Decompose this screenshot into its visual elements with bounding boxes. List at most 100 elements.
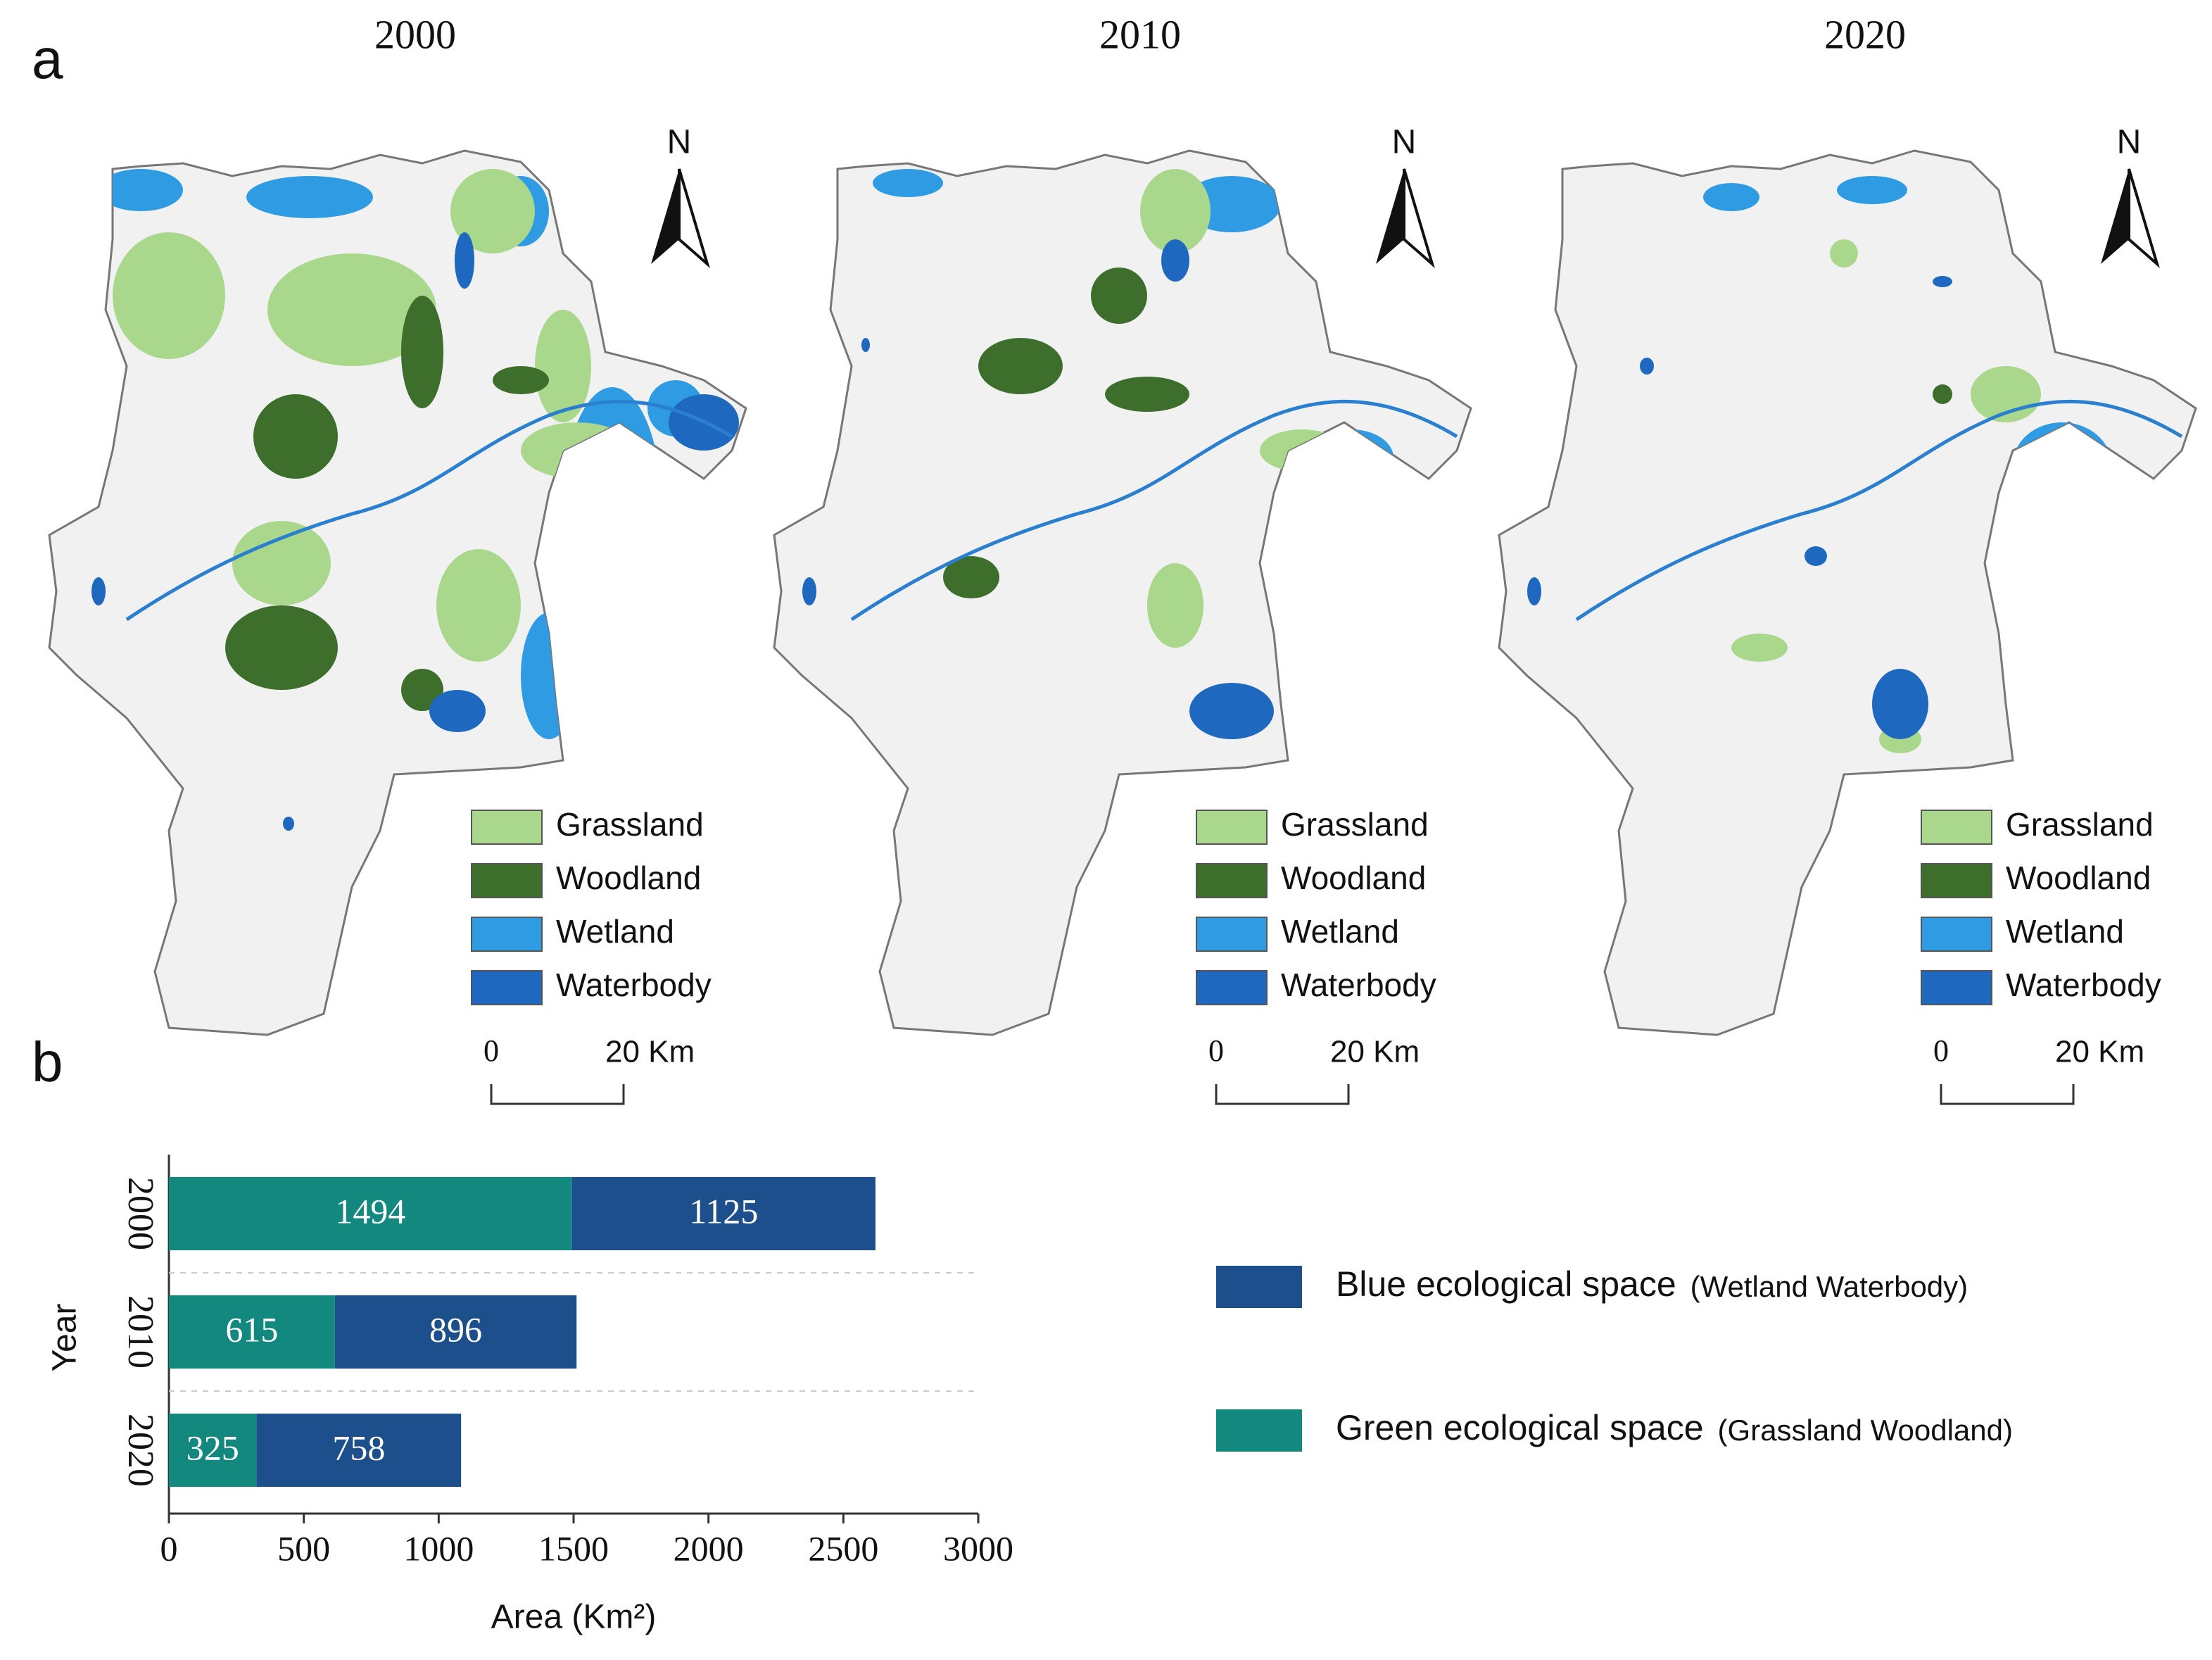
- scale-label: 0: [1208, 1033, 1224, 1068]
- land-patch: [1805, 546, 1827, 566]
- x-axis-label: Area (Km²): [491, 1599, 657, 1636]
- legend-label: Wetland: [1281, 913, 1399, 950]
- bar-segment: [256, 1414, 462, 1487]
- land-patch: [1837, 176, 1907, 204]
- land-patch: [401, 669, 443, 711]
- north-arrow: [1376, 169, 1404, 264]
- legend-label: Grassland: [556, 806, 704, 843]
- x-tick-label: 3000: [943, 1528, 1013, 1568]
- north-label: N: [1392, 124, 1417, 161]
- land-patch: [2048, 521, 2090, 746]
- north-arrow: [2128, 168, 2160, 269]
- legend-detail: (Wetland Waterbody): [1690, 1270, 1968, 1303]
- land-patch: [455, 232, 474, 289]
- land-patch: [283, 817, 294, 831]
- land-patch: [1091, 268, 1147, 324]
- land-patch: [429, 690, 486, 732]
- legend-swatch: [1216, 1266, 1302, 1308]
- land-patch: [1161, 239, 1189, 282]
- y-tick-label: 2000: [120, 1177, 160, 1250]
- map-title: 2000: [374, 11, 456, 57]
- x-tick-label: 0: [160, 1528, 178, 1568]
- map-title: 2020: [1824, 11, 1906, 57]
- land-patch: [1640, 358, 1654, 375]
- legend-label: Waterbody: [2006, 967, 2161, 1003]
- scale-bar: [1215, 1084, 1350, 1105]
- y-tick-label: 2020: [120, 1414, 160, 1487]
- bar-value-label: 758: [332, 1428, 385, 1467]
- scale-label: 20 Km: [2055, 1035, 2144, 1069]
- land-patch: [1309, 493, 1351, 718]
- bar-segment: [334, 1295, 577, 1369]
- bar-value-label: 325: [187, 1428, 239, 1467]
- x-tick-label: 1000: [403, 1528, 474, 1568]
- land-patch: [1872, 669, 1928, 739]
- land-patch: [493, 366, 549, 394]
- land-patch: [1105, 377, 1189, 412]
- legend-swatch: [1216, 1409, 1302, 1452]
- land-patch: [1260, 429, 1344, 472]
- bar-value-label: 1494: [335, 1191, 405, 1231]
- land-patch: [1933, 276, 1952, 287]
- legend-label: Green ecological space: [1336, 1408, 1704, 1447]
- legend-swatch: [1196, 970, 1268, 1005]
- land-patch: [1147, 563, 1203, 648]
- river: [850, 399, 1458, 622]
- legend-label: Wetland: [556, 913, 674, 950]
- scale-label: 0: [484, 1033, 499, 1068]
- land-patch: [1309, 429, 1393, 486]
- land-patch: [1189, 683, 1274, 739]
- land-patch: [1527, 577, 1541, 605]
- land-patch: [246, 176, 373, 218]
- river: [1575, 399, 2183, 622]
- north-arrow: [2101, 169, 2129, 264]
- land-patch: [535, 310, 591, 422]
- legend-swatch: [1921, 863, 1992, 898]
- land-patch: [978, 338, 1063, 394]
- bar-segment: [169, 1414, 257, 1487]
- north-arrow: [678, 168, 710, 269]
- legend-swatch: [471, 810, 543, 845]
- legend-swatch: [471, 917, 543, 952]
- land-patch: [1140, 169, 1211, 253]
- land-patch: [232, 521, 331, 605]
- land-patch: [436, 549, 521, 662]
- bar-segment: [169, 1177, 572, 1250]
- land-patch: [2013, 422, 2111, 507]
- north-label: N: [2117, 124, 2142, 161]
- bar-segment: [571, 1177, 876, 1250]
- land-patch: [943, 556, 999, 598]
- land-patch: [1830, 239, 1858, 268]
- legend-label: Wetland: [2006, 913, 2124, 950]
- land-patch: [225, 605, 338, 690]
- land-patch: [802, 577, 816, 605]
- panel-label: a: [32, 27, 63, 90]
- legend-label: Woodland: [2006, 860, 2151, 896]
- legend-label: Waterbody: [556, 967, 712, 1003]
- legend-detail: (Grassland Woodland): [1718, 1414, 2013, 1447]
- legend-label: Grassland: [2006, 806, 2154, 843]
- land-patch: [861, 338, 870, 352]
- bar-value-label: 896: [429, 1309, 482, 1349]
- legend-swatch: [1921, 917, 1992, 952]
- land-patch: [253, 394, 338, 479]
- land-patch: [1703, 183, 1759, 211]
- map-title: 2010: [1099, 11, 1181, 57]
- north-label: N: [667, 124, 692, 161]
- legend-swatch: [471, 863, 543, 898]
- land-patch: [267, 253, 436, 366]
- north-arrow: [1403, 168, 1435, 269]
- land-patch: [521, 422, 633, 479]
- panel-label: b: [32, 1031, 63, 1093]
- legend-label: Blue ecological space: [1336, 1264, 1676, 1304]
- scale-bar: [1940, 1084, 2075, 1105]
- legend-swatch: [1196, 810, 1268, 845]
- legend-label: Grassland: [1281, 806, 1429, 843]
- bar-value-label: 1125: [689, 1191, 758, 1231]
- x-tick-label: 500: [277, 1528, 330, 1568]
- legend-label: Woodland: [1281, 860, 1426, 896]
- y-axis-label: Year: [46, 1303, 84, 1371]
- legend-label: Waterbody: [1281, 967, 1436, 1003]
- y-tick-label: 2010: [120, 1295, 160, 1369]
